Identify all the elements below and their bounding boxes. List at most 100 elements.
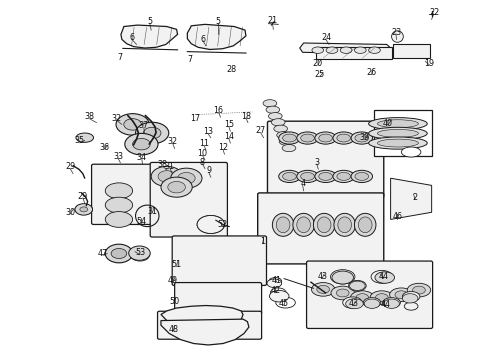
- Ellipse shape: [384, 299, 399, 309]
- Ellipse shape: [334, 213, 355, 236]
- Ellipse shape: [368, 118, 427, 130]
- Ellipse shape: [158, 171, 175, 182]
- Ellipse shape: [395, 291, 408, 299]
- Ellipse shape: [338, 217, 351, 233]
- Text: 44: 44: [380, 300, 390, 309]
- Ellipse shape: [401, 147, 421, 157]
- Text: 22: 22: [429, 8, 440, 17]
- Ellipse shape: [105, 244, 133, 263]
- Text: 9: 9: [206, 166, 211, 175]
- Ellipse shape: [332, 271, 353, 284]
- Ellipse shape: [337, 172, 350, 180]
- Ellipse shape: [105, 197, 133, 213]
- Text: 24: 24: [321, 33, 331, 42]
- Polygon shape: [161, 306, 243, 328]
- Ellipse shape: [318, 217, 331, 233]
- Polygon shape: [187, 24, 246, 49]
- Text: 6: 6: [201, 35, 206, 44]
- Ellipse shape: [125, 134, 158, 155]
- Ellipse shape: [111, 248, 127, 258]
- Text: 46: 46: [392, 212, 402, 221]
- Ellipse shape: [375, 294, 388, 302]
- Ellipse shape: [349, 281, 365, 291]
- Ellipse shape: [407, 283, 431, 297]
- Polygon shape: [161, 319, 249, 345]
- Ellipse shape: [315, 170, 336, 183]
- Text: 18: 18: [241, 112, 251, 121]
- Ellipse shape: [297, 170, 318, 183]
- Ellipse shape: [375, 272, 394, 283]
- Text: 30: 30: [65, 208, 75, 217]
- Ellipse shape: [337, 134, 350, 142]
- Text: 2: 2: [413, 193, 417, 202]
- Text: 14: 14: [224, 132, 234, 141]
- Ellipse shape: [151, 166, 182, 186]
- Ellipse shape: [363, 298, 381, 308]
- Text: 4: 4: [300, 179, 305, 188]
- Ellipse shape: [319, 134, 332, 142]
- Ellipse shape: [312, 47, 324, 53]
- Ellipse shape: [413, 286, 425, 294]
- Ellipse shape: [116, 114, 149, 135]
- Ellipse shape: [270, 291, 289, 302]
- Ellipse shape: [105, 183, 133, 199]
- Text: 48: 48: [168, 325, 178, 334]
- Ellipse shape: [266, 106, 280, 113]
- Ellipse shape: [333, 170, 354, 183]
- Text: 34: 34: [137, 153, 147, 162]
- Text: 31: 31: [147, 207, 157, 216]
- Bar: [317, 47, 392, 59]
- Ellipse shape: [263, 100, 277, 107]
- Ellipse shape: [351, 132, 372, 144]
- Ellipse shape: [282, 144, 296, 152]
- Ellipse shape: [293, 213, 315, 236]
- Ellipse shape: [368, 127, 427, 139]
- Ellipse shape: [314, 213, 335, 236]
- Text: 21: 21: [268, 16, 277, 25]
- Ellipse shape: [333, 132, 354, 144]
- Ellipse shape: [301, 172, 315, 180]
- Ellipse shape: [75, 204, 93, 215]
- Text: 5: 5: [216, 17, 220, 26]
- FancyBboxPatch shape: [307, 261, 433, 328]
- Text: 32: 32: [111, 114, 122, 123]
- Text: 27: 27: [255, 126, 266, 135]
- Text: 13: 13: [203, 127, 213, 136]
- Ellipse shape: [331, 270, 355, 284]
- Text: 43: 43: [348, 299, 359, 308]
- Ellipse shape: [276, 217, 290, 233]
- Ellipse shape: [270, 288, 286, 297]
- Ellipse shape: [75, 204, 93, 215]
- Ellipse shape: [168, 181, 185, 193]
- Ellipse shape: [370, 291, 393, 305]
- Ellipse shape: [355, 172, 368, 180]
- Ellipse shape: [171, 168, 202, 188]
- Text: 29: 29: [65, 162, 75, 171]
- Bar: [392, 44, 430, 58]
- Text: 33: 33: [113, 152, 123, 161]
- Text: 37: 37: [139, 121, 149, 130]
- FancyBboxPatch shape: [158, 311, 262, 339]
- Ellipse shape: [272, 213, 294, 236]
- Ellipse shape: [279, 138, 293, 145]
- Ellipse shape: [392, 31, 403, 42]
- Text: 15: 15: [224, 120, 234, 129]
- Text: 7: 7: [187, 55, 193, 64]
- Ellipse shape: [133, 138, 150, 150]
- Text: 23: 23: [392, 28, 401, 37]
- Ellipse shape: [124, 119, 142, 130]
- Ellipse shape: [350, 291, 374, 305]
- Ellipse shape: [279, 170, 300, 183]
- Text: 32: 32: [168, 137, 178, 146]
- Text: 47: 47: [97, 249, 107, 258]
- Ellipse shape: [315, 132, 336, 144]
- Text: 10: 10: [197, 149, 207, 158]
- Text: 44: 44: [378, 272, 388, 281]
- Text: 28: 28: [226, 65, 236, 74]
- Ellipse shape: [355, 134, 368, 142]
- Ellipse shape: [129, 246, 150, 260]
- Ellipse shape: [354, 47, 366, 53]
- Ellipse shape: [319, 172, 332, 180]
- Text: 25: 25: [315, 71, 325, 80]
- Ellipse shape: [404, 302, 418, 310]
